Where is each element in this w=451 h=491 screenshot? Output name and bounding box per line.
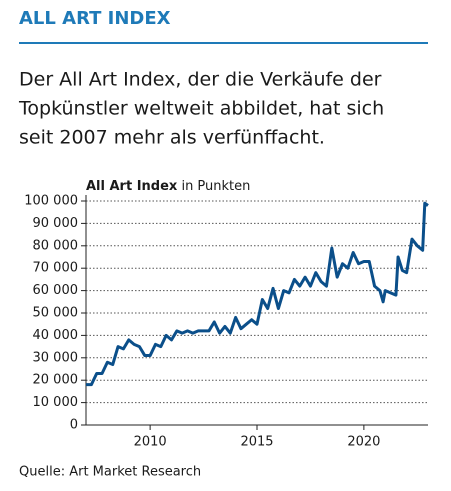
subtitle: Topkünstler weltweit abbildet, hat sich <box>18 98 384 120</box>
y-tick-label: 60 000 <box>33 283 79 298</box>
y-tick-label: 70 000 <box>33 261 79 276</box>
axis-label: All Art Index in Punkten <box>86 179 250 194</box>
axis-label-name: All Art Index <box>86 179 178 194</box>
axis-unit: in Punkten <box>181 179 250 194</box>
subtitle: Der All Art Index, der die Verkäufe der <box>19 69 382 91</box>
y-tick-label: 30 000 <box>33 350 79 365</box>
subtitle: seit 2007 mehr als verfünffacht. <box>19 127 325 149</box>
y-tick-label: 20 000 <box>33 373 79 388</box>
x-tick-label: 2015 <box>240 435 273 450</box>
x-tick-label: 2020 <box>347 435 380 450</box>
header: ALL ART INDEX <box>19 8 171 29</box>
y-tick-label: 40 000 <box>33 328 79 343</box>
y-tick-label: 80 000 <box>33 238 79 253</box>
y-tick-label: 0 <box>70 418 78 433</box>
y-tick-label: 100 000 <box>24 194 78 209</box>
y-tick-label: 90 000 <box>33 216 79 231</box>
y-tick-label: 10 000 <box>33 395 79 410</box>
x-tick-label: 2010 <box>134 435 167 450</box>
series-line <box>86 201 429 387</box>
y-tick-label: 50 000 <box>33 306 79 321</box>
source: Quelle: Art Market Research <box>19 465 201 480</box>
